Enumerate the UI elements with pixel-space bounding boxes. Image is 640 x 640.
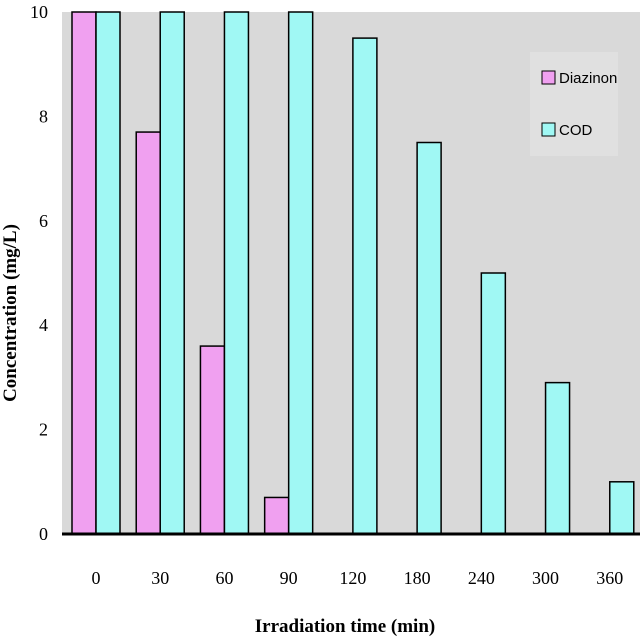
x-tick-label: 180: [404, 568, 431, 588]
bar-cod-240: [480, 272, 507, 535]
y-tick-label: 2: [39, 420, 48, 440]
bar-cod-30: [159, 11, 185, 535]
x-tick-label: 90: [280, 568, 298, 588]
y-tick-label: 8: [39, 106, 48, 126]
legend-box: [530, 52, 618, 156]
legend-swatch-diazinon: [541, 70, 556, 85]
legend-label-diazinon: Diazinon: [559, 70, 617, 87]
bar-cod-120: [352, 37, 378, 535]
bar-cod-180: [416, 141, 442, 535]
x-tick-label: 240: [468, 568, 495, 588]
x-tick-label: 120: [339, 568, 366, 588]
bars-group: [71, 11, 635, 535]
bar-diazinon-60: [199, 345, 226, 535]
y-tick-labels: 0 2 4 6 8 10: [30, 2, 48, 544]
y-tick-label: 6: [39, 211, 48, 231]
y-tick-label: 0: [39, 524, 48, 544]
bar-cod-300: [544, 381, 571, 535]
x-tick-labels: 0 30 60 90 120 180 240 300 360: [92, 568, 624, 588]
bar-cod-60: [223, 11, 250, 535]
x-axis-title: Irradiation time (min): [255, 616, 435, 637]
y-tick-label: 4: [39, 315, 48, 335]
x-tick-label: 60: [215, 568, 233, 588]
x-tick-label: 360: [596, 568, 623, 588]
x-tick-label: 0: [92, 568, 101, 588]
legend-swatch-cod: [541, 122, 556, 137]
bar-diazinon-90: [263, 496, 290, 535]
legend-label-cod: COD: [559, 122, 593, 139]
bar-cod-360: [609, 481, 635, 535]
bar-cod-0: [95, 11, 121, 535]
y-tick-label: 10: [30, 2, 48, 22]
x-tick-label: 300: [532, 568, 559, 588]
x-tick-label: 30: [151, 568, 169, 588]
y-axis-title: Concentration (mg/L): [0, 224, 21, 402]
legend: Diazinon COD: [530, 52, 618, 156]
bar-diazinon-0: [71, 11, 97, 535]
bar-cod-90: [287, 11, 314, 535]
bar-diazinon-30: [135, 131, 161, 535]
